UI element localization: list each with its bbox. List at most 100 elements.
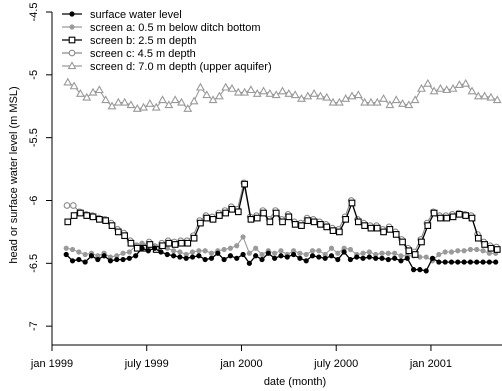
data-point — [367, 224, 375, 232]
data-point — [423, 78, 433, 87]
data-point — [379, 255, 385, 261]
data-point — [240, 87, 250, 96]
data-point — [114, 228, 122, 236]
data-point — [481, 241, 488, 248]
legend-label: screen d: 7.0 m depth (upper aquifer) — [90, 61, 272, 73]
data-point — [310, 218, 318, 226]
data-point — [315, 91, 325, 100]
data-point — [379, 250, 385, 256]
legend-label: screen b: 2.5 m depth — [90, 35, 196, 47]
data-point — [361, 222, 368, 229]
data-point — [139, 245, 145, 251]
data-point — [461, 259, 467, 265]
data-point — [158, 95, 167, 104]
data-point — [316, 254, 322, 260]
data-point — [322, 255, 328, 261]
data-point — [429, 86, 439, 95]
data-point — [316, 248, 322, 254]
data-point — [474, 246, 480, 253]
data-point — [386, 226, 394, 233]
data-point — [234, 255, 240, 261]
axes: jan 1999 july 1999 jan 2000 july 2000 jan 20… — [28, 3, 502, 370]
data-point — [247, 215, 255, 223]
data-point — [492, 95, 502, 104]
data-point — [347, 246, 354, 253]
data-point — [423, 254, 429, 260]
data-point — [177, 249, 183, 255]
data-point — [227, 245, 234, 251]
data-point — [303, 91, 313, 100]
data-point — [197, 219, 204, 227]
data-point — [443, 214, 451, 222]
data-point — [145, 248, 151, 254]
data-point — [454, 80, 464, 89]
data-point — [266, 218, 274, 226]
data-point — [486, 259, 492, 265]
data-point — [76, 256, 82, 263]
data-point — [329, 227, 337, 234]
data-point — [208, 255, 215, 261]
data-point — [373, 255, 379, 261]
data-point — [290, 90, 300, 99]
data-point — [68, 36, 76, 44]
series-markers — [63, 77, 502, 112]
data-point — [101, 95, 111, 104]
data-point — [108, 222, 116, 229]
data-point — [392, 250, 398, 256]
data-point — [284, 254, 290, 260]
data-point — [309, 88, 319, 97]
data-point — [322, 92, 332, 101]
legend-label: surface water level — [90, 9, 182, 21]
legend-item: screen b: 2.5 m depth — [62, 35, 196, 47]
data-point — [385, 100, 395, 109]
data-point — [120, 250, 126, 256]
y-tick-label: -5.5 — [28, 128, 40, 147]
data-point — [146, 241, 154, 248]
legend-item: surface water level — [62, 9, 182, 21]
data-point — [107, 101, 117, 110]
data-point — [449, 213, 457, 221]
data-point — [132, 104, 142, 112]
data-point — [69, 24, 75, 30]
data-point — [240, 234, 246, 240]
data-point — [222, 209, 230, 217]
data-point — [69, 246, 76, 253]
data-point — [348, 199, 356, 207]
data-point — [335, 250, 341, 256]
data-point — [336, 228, 343, 236]
data-point — [246, 260, 252, 266]
data-point — [285, 213, 293, 221]
data-point — [195, 82, 205, 91]
data-point — [372, 97, 382, 106]
data-point — [190, 234, 198, 242]
data-point — [189, 249, 196, 255]
data-point — [334, 97, 344, 106]
data-point — [304, 217, 312, 224]
data-point — [442, 259, 448, 265]
data-point — [341, 93, 351, 102]
data-point — [203, 214, 211, 222]
data-point — [208, 95, 218, 104]
data-point — [214, 91, 224, 100]
data-point — [448, 249, 455, 255]
data-point — [354, 254, 360, 260]
data-point — [246, 250, 252, 256]
data-point — [69, 202, 77, 209]
data-point — [70, 212, 78, 219]
data-point — [328, 245, 335, 251]
data-point — [480, 248, 486, 254]
data-point — [133, 244, 141, 252]
data-point — [366, 97, 376, 106]
data-point — [410, 267, 417, 273]
x-tick-label: july 1999 — [124, 358, 169, 370]
data-point — [271, 90, 281, 99]
data-point — [121, 232, 128, 240]
data-point — [291, 221, 299, 228]
data-point — [139, 102, 149, 111]
data-point — [424, 222, 432, 229]
data-point — [392, 255, 398, 261]
data-point — [158, 249, 164, 255]
data-point — [417, 83, 426, 92]
